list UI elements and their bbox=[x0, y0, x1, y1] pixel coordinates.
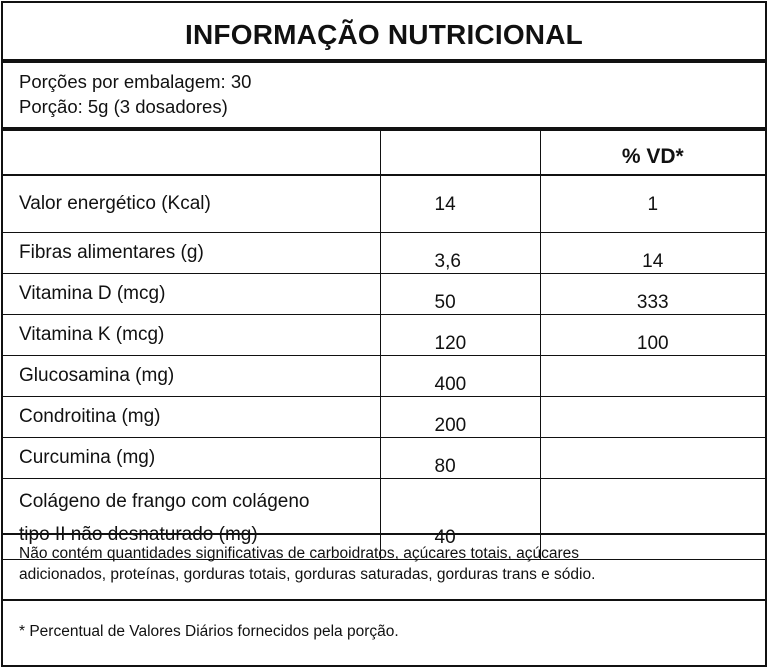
portions-per-package: Porções por embalagem: 30 bbox=[19, 71, 252, 92]
not-significant-note: Não contém quantidades significativas de… bbox=[3, 533, 765, 601]
daily-value-footnote: * Percentual de Valores Diários fornecid… bbox=[19, 623, 399, 640]
nutrient-name: Condroitina (mg) bbox=[3, 396, 380, 438]
nutrient-name: Valor energético (Kcal) bbox=[3, 175, 380, 233]
header-nutrient bbox=[3, 129, 380, 175]
nutrition-table: % VD* Valor energético (Kcal) 14 1 Fibra… bbox=[3, 127, 765, 560]
table-row: Fibras alimentares (g) 3,6 14 bbox=[3, 232, 765, 274]
nutrient-daily-value: 1 bbox=[539, 175, 765, 233]
panel-title: INFORMAÇÃO NUTRICIONAL bbox=[185, 19, 583, 50]
nutrient-daily-value bbox=[539, 478, 765, 560]
note-line-1: Não contém quantidades significativas de… bbox=[19, 545, 580, 562]
portion-info: Porções por embalagem: 30 Porção: 5g (3 … bbox=[19, 69, 251, 119]
note-line-2: adicionados, proteínas, gorduras totais,… bbox=[19, 566, 596, 583]
nutrient-amount: 50 bbox=[379, 273, 540, 315]
nutrient-daily-value: 14 bbox=[539, 232, 765, 274]
nutrient-amount: 3,6 bbox=[379, 232, 540, 274]
nutrient-name: Vitamina K (mcg) bbox=[3, 314, 380, 356]
nutrient-amount: 120 bbox=[379, 314, 540, 356]
nutrient-daily-value: 333 bbox=[539, 273, 765, 315]
nutrient-name: Fibras alimentares (g) bbox=[3, 232, 380, 274]
serving-size: Porção: 5g (3 dosadores) bbox=[19, 96, 228, 117]
title-bar: INFORMAÇÃO NUTRICIONAL bbox=[3, 3, 765, 63]
table-row: Glucosamina (mg) 400 bbox=[3, 355, 765, 397]
nutrient-amount: 80 bbox=[379, 437, 540, 479]
nutrient-amount: 40 bbox=[379, 478, 540, 560]
nutrient-amount: 14 bbox=[379, 175, 540, 233]
nutrient-daily-value bbox=[539, 396, 765, 438]
nutrition-table-wrap: % VD* Valor energético (Kcal) 14 1 Fibra… bbox=[3, 127, 765, 560]
table-row: Curcumina (mg) 80 bbox=[3, 437, 765, 479]
nutrient-name: Curcumina (mg) bbox=[3, 437, 380, 479]
nutrient-amount: 200 bbox=[379, 396, 540, 438]
header-daily-value: % VD* bbox=[539, 129, 765, 175]
table-header-row: % VD* bbox=[3, 129, 765, 175]
header-amount bbox=[379, 129, 540, 175]
nutrient-name: Glucosamina (mg) bbox=[3, 355, 380, 397]
nutrient-daily-value: 100 bbox=[539, 314, 765, 356]
table-row: Valor energético (Kcal) 14 1 bbox=[3, 175, 765, 233]
nutrient-amount: 400 bbox=[379, 355, 540, 397]
nutrient-name: Vitamina D (mcg) bbox=[3, 273, 380, 315]
nutrient-daily-value bbox=[539, 355, 765, 397]
nutrient-name-line-1: Colágeno de frango com colágeno bbox=[19, 490, 310, 512]
table-row: Vitamina D (mcg) 50 333 bbox=[3, 273, 765, 315]
nutrient-daily-value bbox=[539, 437, 765, 479]
table-row: Condroitina (mg) 200 bbox=[3, 396, 765, 438]
table-row: Vitamina K (mcg) 120 100 bbox=[3, 314, 765, 356]
